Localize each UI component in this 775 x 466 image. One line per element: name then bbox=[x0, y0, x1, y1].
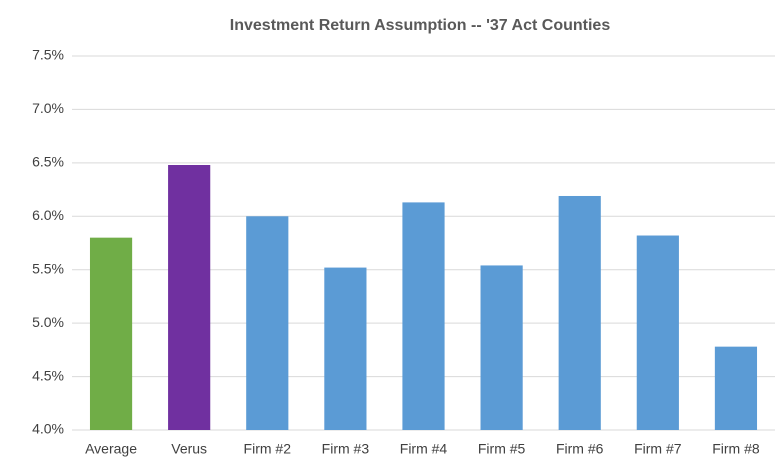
y-tick-label: 5.0% bbox=[32, 314, 64, 330]
x-tick-label: Firm #5 bbox=[478, 441, 526, 457]
bar bbox=[480, 265, 523, 430]
y-tick-label: 7.0% bbox=[32, 100, 64, 116]
y-tick-label: 5.5% bbox=[32, 260, 64, 276]
bar bbox=[714, 346, 758, 430]
x-tick-label: Firm #6 bbox=[556, 441, 604, 457]
bar bbox=[246, 216, 289, 430]
x-tick-label: Verus bbox=[171, 441, 207, 457]
bar bbox=[168, 164, 211, 430]
x-tick-label: Firm #2 bbox=[244, 441, 292, 457]
y-tick-label: 6.0% bbox=[32, 207, 64, 223]
x-tick-label: Firm #7 bbox=[634, 441, 682, 457]
bar bbox=[89, 237, 133, 430]
bar bbox=[324, 267, 367, 430]
y-tick-label: 4.5% bbox=[32, 367, 64, 383]
bar bbox=[402, 202, 445, 430]
x-tick-label: Firm #4 bbox=[400, 441, 448, 457]
x-tick-label: Firm #3 bbox=[322, 441, 370, 457]
y-tick-label: 6.5% bbox=[32, 154, 64, 170]
x-tick-label: Firm #8 bbox=[712, 441, 760, 457]
bar bbox=[636, 235, 679, 430]
chart-title: Investment Return Assumption -- '37 Act … bbox=[230, 17, 611, 34]
y-tick-label: 4.0% bbox=[32, 421, 64, 437]
bar bbox=[558, 195, 601, 430]
y-tick-label: 7.5% bbox=[32, 47, 64, 63]
x-tick-label: Average bbox=[85, 441, 137, 457]
